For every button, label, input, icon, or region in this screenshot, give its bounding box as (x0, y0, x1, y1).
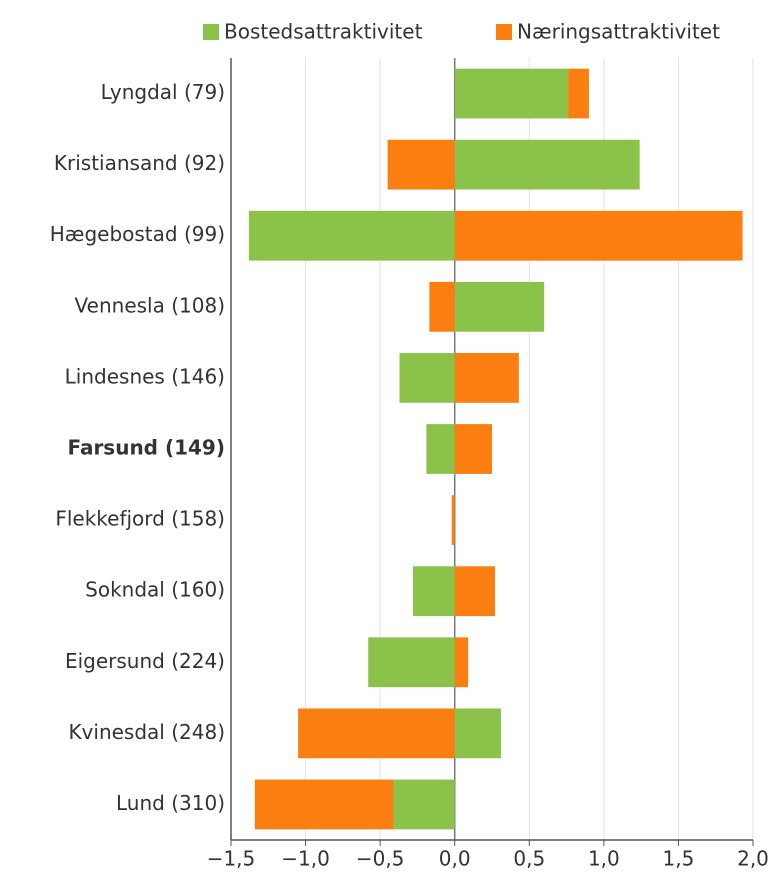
bar (454, 566, 495, 617)
y-tick-label: Kvinesdal (248) (68, 720, 225, 744)
bar (454, 424, 492, 474)
bar (454, 139, 640, 190)
y-tick-label: Lyngdal (79) (101, 80, 225, 104)
x-tick-label: −1,0 (281, 847, 330, 871)
y-tick-label: Flekkefjord (158) (55, 507, 225, 531)
x-tick-label: 1,0 (588, 847, 620, 871)
y-tick-label: Hægebostad (99) (50, 222, 225, 246)
legend-label: Bostedsattraktivitet (224, 20, 423, 44)
bar (426, 424, 455, 474)
y-tick-label: Lund (310) (116, 791, 225, 815)
x-tick-label: −0,5 (356, 847, 405, 871)
bar (399, 353, 455, 403)
x-tick-label: 0,0 (439, 847, 471, 871)
bar (454, 68, 569, 119)
x-tick-label: −1,5 (207, 847, 256, 871)
bar (298, 708, 455, 759)
bar (248, 210, 455, 261)
x-tick-label: 0,5 (513, 847, 545, 871)
bar (254, 779, 394, 830)
y-tick-label: Vennesla (108) (75, 293, 225, 317)
bar (454, 281, 545, 332)
x-tick-label: 2,0 (737, 847, 769, 871)
bar (454, 637, 469, 688)
bar (387, 139, 455, 190)
bar (429, 281, 455, 332)
legend-swatch (496, 24, 512, 40)
bar (412, 566, 455, 617)
y-tick-label: Lindesnes (146) (65, 364, 225, 388)
legend-swatch (203, 24, 219, 40)
y-tick-label: Eigersund (224) (65, 649, 225, 673)
bar (393, 779, 455, 830)
y-tick-label: Farsund (149) (67, 436, 225, 460)
bar (568, 68, 589, 119)
bar (454, 353, 519, 403)
bar (451, 495, 455, 545)
bar (454, 210, 743, 261)
y-tick-label: Sokndal (160) (85, 578, 225, 602)
x-tick-label: 1,5 (663, 847, 695, 871)
bar (368, 637, 455, 688)
legend-label: Næringsattraktivitet (517, 20, 720, 44)
y-tick-label: Kristiansand (92) (54, 151, 225, 175)
bar (454, 708, 501, 759)
